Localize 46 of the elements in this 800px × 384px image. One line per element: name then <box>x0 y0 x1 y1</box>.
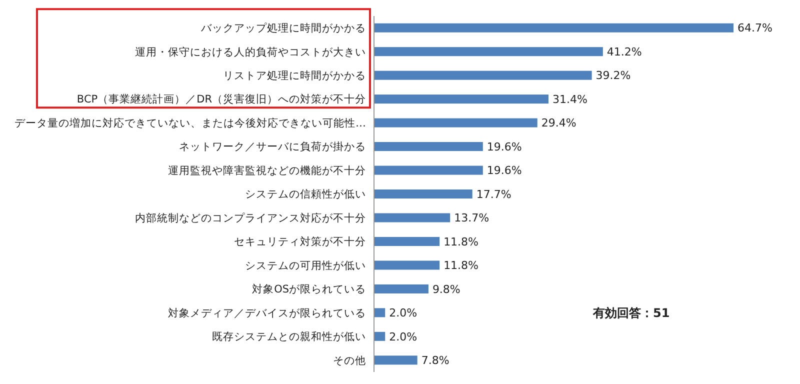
y-tick-label: データ量の増加に対応できていない、または今後対応できない可能性… <box>14 116 366 130</box>
data-label: 31.4% <box>552 92 588 106</box>
data-label: 29.4% <box>541 116 576 130</box>
data-label: 11.8% <box>444 235 479 248</box>
bar <box>374 23 734 32</box>
bar <box>374 260 440 270</box>
data-label: 17.7% <box>476 188 512 201</box>
bar <box>374 236 440 246</box>
data-label: 19.6% <box>486 164 522 178</box>
data-label: 13.7% <box>454 212 490 225</box>
y-tick-label: その他 <box>333 354 366 367</box>
annotation: 有効回答：51 <box>592 306 670 320</box>
bar <box>374 308 386 318</box>
y-tick-label: 対象OSが限られている <box>252 282 366 296</box>
bar <box>374 213 450 222</box>
bar <box>374 189 472 199</box>
y-tick-label: ネットワーク／サーバに負荷が掛かる <box>179 140 366 154</box>
y-tick-label: 対象メディア／デバイスが限られている <box>168 306 366 320</box>
y-tick-label: 内部統制などのコンプライアンス対応が不十分 <box>135 211 366 224</box>
bar <box>374 166 483 175</box>
y-tick-label: セキュリティ対策が不十分 <box>234 235 366 248</box>
data-label: 2.0% <box>389 330 418 344</box>
data-label: 7.8% <box>421 354 450 367</box>
data-label: 9.8% <box>432 282 460 296</box>
bar <box>374 284 428 294</box>
bar <box>374 356 418 365</box>
data-label: 41.2% <box>606 45 642 58</box>
data-label: 39.2% <box>596 69 631 82</box>
y-tick-label: BCP（事業継続計画）／DR（災害復旧）への対策が不十分 <box>76 92 366 106</box>
data-label: 64.7% <box>737 22 772 35</box>
bar <box>374 332 386 341</box>
y-tick-label: 既存システムとの親和性が低い <box>212 330 366 344</box>
bar <box>374 94 548 104</box>
y-tick-label: リストア処理に時間がかかる <box>223 69 366 82</box>
bar <box>374 142 483 152</box>
bar <box>374 70 592 80</box>
y-tick-label: システムの信頼性が低い <box>245 188 366 201</box>
data-label: 11.8% <box>444 259 479 272</box>
bar <box>374 47 603 56</box>
data-label: 19.6% <box>486 140 522 154</box>
y-tick-label: システムの可用性が低い <box>245 260 366 272</box>
y-tick-label: 運用監視や障害監視などの機能が不十分 <box>168 164 366 177</box>
data-label: 2.0% <box>389 306 418 320</box>
y-tick-label: 運用・保守における人的負荷やコストが大きい <box>135 45 366 58</box>
y-tick-label: バックアップ処理に時間がかかる <box>200 22 366 35</box>
bar <box>374 118 538 128</box>
